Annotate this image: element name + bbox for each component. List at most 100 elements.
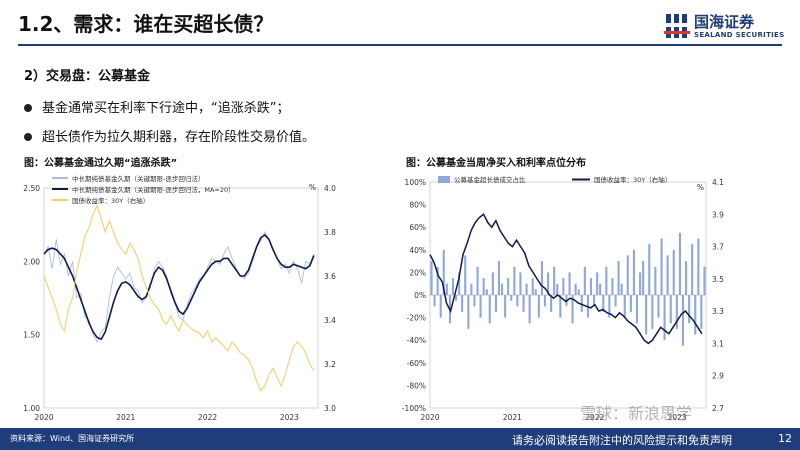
y-left-tick-label: -80% bbox=[407, 381, 426, 390]
bar bbox=[611, 278, 614, 295]
bar bbox=[697, 238, 700, 295]
series-line bbox=[429, 213, 703, 345]
bar bbox=[470, 283, 473, 295]
bar bbox=[516, 295, 519, 307]
bar bbox=[525, 283, 528, 295]
source-note: 资料来源：Wind、国海证券研究所 bbox=[10, 434, 135, 443]
bar bbox=[467, 295, 470, 329]
bar bbox=[669, 295, 672, 324]
bar bbox=[580, 295, 583, 312]
y-right-tick-label: 3.0 bbox=[324, 404, 336, 413]
bar bbox=[482, 278, 485, 295]
bar bbox=[439, 295, 442, 318]
bar bbox=[577, 289, 580, 295]
bar bbox=[473, 295, 476, 307]
bar bbox=[645, 295, 648, 335]
bar bbox=[476, 266, 479, 296]
bar bbox=[543, 295, 546, 307]
bar bbox=[639, 272, 642, 295]
bar bbox=[568, 272, 571, 295]
x-tick-label: 2022 bbox=[585, 413, 604, 422]
y-right-tick-label: 3.2 bbox=[324, 360, 336, 369]
bar bbox=[681, 295, 684, 346]
legend-label: 公募基金超长债成交占比 bbox=[454, 175, 526, 184]
bar bbox=[537, 295, 540, 318]
bar bbox=[522, 295, 525, 312]
bullet-item: 超长债作为拉久期利器，存在阶段性交易价值。 bbox=[24, 126, 315, 145]
bar bbox=[663, 295, 666, 341]
x-tick-label: 2021 bbox=[116, 413, 135, 422]
bar bbox=[593, 295, 596, 307]
bar bbox=[626, 255, 629, 295]
bullet-dot-icon bbox=[24, 103, 32, 112]
y-right-tick-label: 2.7 bbox=[712, 404, 724, 413]
bar bbox=[694, 295, 697, 335]
chart-caption-left: 图：公募基金通过久期“追涨杀跌” bbox=[24, 158, 178, 169]
bar bbox=[461, 295, 464, 312]
bar bbox=[672, 249, 675, 295]
bar bbox=[451, 278, 454, 295]
y-left-tick-label: -20% bbox=[407, 314, 426, 323]
series-line bbox=[43, 204, 315, 392]
y-left-tick-label: 40% bbox=[409, 246, 426, 255]
bar bbox=[614, 295, 617, 307]
y-right-tick-label: 3.8 bbox=[324, 228, 336, 237]
y-right-tick-label: 4.1 bbox=[712, 178, 724, 187]
x-tick-label: 2020 bbox=[34, 413, 53, 422]
page-title: 1.2、需求：谁在买超长债？ bbox=[18, 12, 274, 36]
bar bbox=[589, 278, 592, 295]
bar bbox=[571, 295, 574, 324]
y-left-tick-label: 2.50 bbox=[23, 184, 40, 193]
legend-label: 中长期纯债基金久期（关键期限-逐步回归法，MA=20） bbox=[72, 185, 235, 194]
bar bbox=[562, 278, 565, 295]
y-left-tick-label: 80% bbox=[409, 201, 426, 210]
bar bbox=[608, 295, 611, 318]
left-duration-chart: 2.50 2.00 1.50 1.00 4.0 3.8 3.6 3.4 3.2 3.0% 2020 2… bbox=[23, 174, 336, 422]
watermark: 雪球：新浪思学 bbox=[580, 404, 693, 423]
y-left-tick-label: 2.00 bbox=[23, 257, 40, 266]
y-left-tick-label: 100% bbox=[405, 178, 426, 187]
bar bbox=[617, 261, 620, 295]
bar bbox=[666, 255, 669, 295]
right-flow-chart: 100% 80% 60% 40% 20% 0% -20% -40% -60% -80% -100% 4… bbox=[402, 175, 724, 422]
bullet-dot-icon bbox=[24, 132, 32, 141]
bar bbox=[596, 272, 599, 295]
y-left-tick-label: 20% bbox=[409, 268, 426, 277]
y-right-tick-label: 3.6 bbox=[324, 272, 336, 281]
y-left-tick-label: 1.00 bbox=[23, 404, 40, 413]
bar bbox=[623, 295, 626, 318]
bar bbox=[678, 232, 681, 295]
bullet-text: 基金通常买在利率下行途中，“追涨杀跌”； bbox=[42, 101, 290, 116]
x-tick-label: 2022 bbox=[198, 413, 217, 422]
x-tick-label: 2023 bbox=[280, 413, 299, 422]
bar bbox=[685, 261, 688, 295]
bar bbox=[553, 266, 556, 296]
y-right-tick-label: 3.7 bbox=[712, 243, 724, 252]
y-right-tick-label: 3.9 bbox=[712, 210, 724, 219]
y-left-tick-label: -100% bbox=[402, 404, 426, 413]
bar bbox=[688, 295, 691, 324]
bar bbox=[550, 295, 553, 312]
logo-text-cn: 国海证券 bbox=[694, 13, 755, 31]
bar bbox=[547, 272, 550, 295]
y-right-tick-label: 3.3 bbox=[712, 307, 724, 316]
bar bbox=[430, 261, 433, 295]
bar bbox=[703, 266, 706, 296]
bar bbox=[513, 266, 516, 296]
bar bbox=[657, 295, 660, 318]
bar bbox=[501, 283, 504, 295]
bar bbox=[445, 283, 448, 295]
bar bbox=[485, 289, 488, 295]
bar bbox=[599, 283, 602, 295]
y-right-tick-label: 2.9 bbox=[712, 372, 724, 381]
bar bbox=[433, 295, 436, 307]
bar bbox=[464, 255, 467, 295]
bar bbox=[605, 266, 608, 296]
x-tick-label: 2020 bbox=[420, 413, 439, 422]
bar bbox=[442, 249, 445, 295]
bar bbox=[691, 244, 694, 295]
bar bbox=[458, 272, 461, 295]
logo-text-en: SEALAND SECURITIES bbox=[694, 31, 785, 39]
bar bbox=[583, 266, 586, 296]
bar bbox=[507, 278, 510, 295]
